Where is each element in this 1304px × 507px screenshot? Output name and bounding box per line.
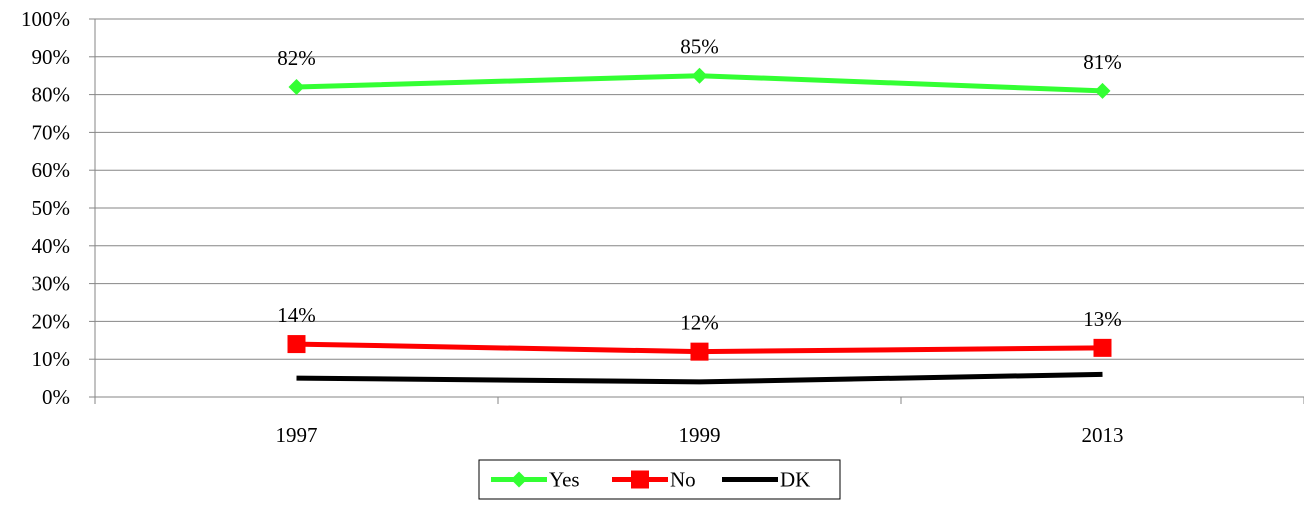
series-group bbox=[287, 67, 1112, 385]
series-line-dk bbox=[296, 371, 1103, 385]
legend-label-no: No bbox=[670, 468, 696, 492]
y-tick-label: 30% bbox=[32, 272, 71, 296]
y-tick-label: 70% bbox=[32, 120, 71, 144]
data-label-no-1999: 12% bbox=[680, 311, 719, 335]
point-no-2013 bbox=[1093, 338, 1112, 357]
axes: 0% 10% 20% 30% 40% 50% 60% 70% 80% 90% 100% 1997 199… bbox=[21, 7, 1304, 447]
y-tick-label: 80% bbox=[32, 83, 71, 107]
legend-label-dk: DK bbox=[780, 468, 810, 492]
x-tick-label-1999: 1999 bbox=[679, 423, 721, 447]
x-tick-label-2013: 2013 bbox=[1082, 423, 1124, 447]
legend-label-yes: Yes bbox=[549, 468, 580, 492]
point-yes-1999 bbox=[691, 67, 708, 84]
y-tick-label: 40% bbox=[32, 234, 71, 258]
point-yes-2013 bbox=[1094, 82, 1111, 99]
data-label-no-1997: 14% bbox=[277, 303, 316, 327]
legend-marker-no bbox=[631, 470, 649, 489]
legend-marker-yes bbox=[511, 471, 527, 488]
data-label-no-2013: 13% bbox=[1083, 307, 1122, 331]
y-tick-label: 60% bbox=[32, 158, 71, 182]
x-tick-label-1997: 1997 bbox=[276, 423, 318, 447]
gridlines bbox=[95, 18, 1304, 360]
y-tick-label: 0% bbox=[42, 385, 70, 409]
data-labels: 82% 85% 81% 14% 12% 13% bbox=[277, 35, 1122, 335]
data-label-yes-1999: 85% bbox=[680, 35, 719, 59]
data-label-yes-2013: 81% bbox=[1083, 50, 1122, 74]
y-tick-label: 100% bbox=[21, 7, 70, 31]
point-no-1997 bbox=[287, 335, 306, 354]
y-tick-label: 20% bbox=[32, 309, 71, 333]
data-label-yes-1997: 82% bbox=[277, 46, 316, 70]
y-tick-label: 90% bbox=[32, 45, 71, 69]
y-tick-label: 50% bbox=[32, 196, 71, 220]
point-yes-1997 bbox=[288, 79, 305, 96]
point-no-1999 bbox=[690, 342, 709, 361]
legend: Yes No DK bbox=[478, 459, 841, 500]
y-tick-label: 10% bbox=[32, 347, 71, 371]
